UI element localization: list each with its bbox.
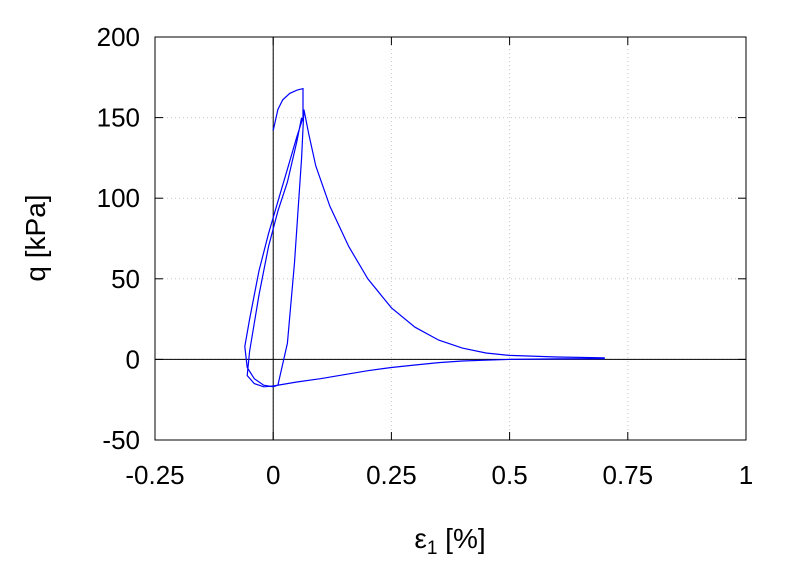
x-axis-title: ε1 [%] bbox=[414, 523, 485, 559]
data-series bbox=[244, 87, 605, 388]
y-tick-label: 100 bbox=[97, 183, 140, 213]
y-tick-labels: -50 0 50 100 150 200 bbox=[97, 22, 140, 455]
x-tick-label: 0 bbox=[266, 460, 280, 490]
grid bbox=[155, 37, 746, 440]
y-tick-label: -50 bbox=[102, 425, 140, 455]
x-tick-label: 0.5 bbox=[492, 460, 528, 490]
x-tick-label: -0.25 bbox=[125, 460, 184, 490]
axis-ticks bbox=[154, 36, 747, 441]
y-tick-label: 0 bbox=[126, 344, 140, 374]
y-tick-label: 50 bbox=[111, 264, 140, 294]
x-tick-label: 0.75 bbox=[602, 460, 653, 490]
plot-frame bbox=[154, 36, 747, 441]
y-tick-label: 150 bbox=[97, 103, 140, 133]
series-line bbox=[244, 87, 605, 388]
x-tick-labels: -0.25 0 0.25 0.5 0.75 1 bbox=[125, 460, 753, 490]
x-axis-unit: [%] bbox=[437, 523, 485, 554]
y-axis-title: q [kPa] bbox=[20, 194, 51, 281]
x-axis-subscript: 1 bbox=[427, 538, 438, 559]
x-tick-label: 0.25 bbox=[366, 460, 417, 490]
x-tick-label: 1 bbox=[739, 460, 753, 490]
y-tick-label: 200 bbox=[97, 22, 140, 52]
zero-axis-lines bbox=[155, 37, 746, 440]
x-axis-symbol: ε bbox=[414, 523, 426, 554]
